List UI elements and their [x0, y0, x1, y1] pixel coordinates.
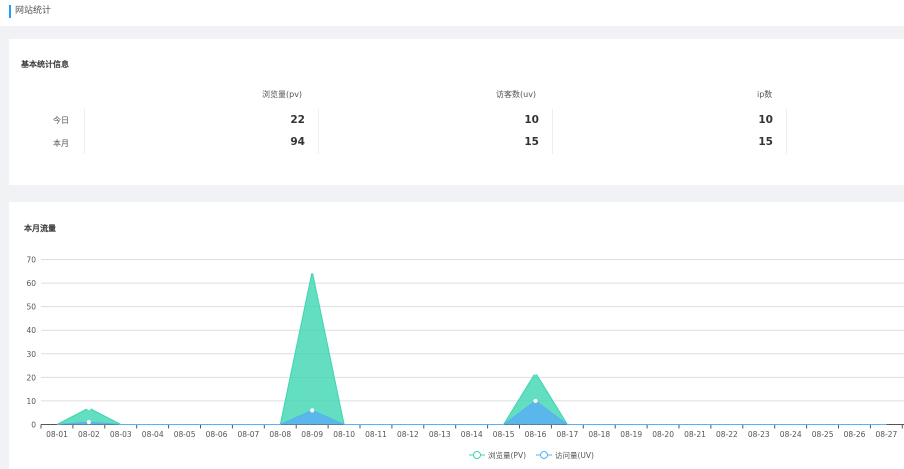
page-title: 网站统计 [15, 6, 52, 16]
y-tick-label: 10 [26, 397, 36, 406]
data-point [310, 408, 315, 413]
y-tick-label: 0 [31, 421, 36, 430]
basic-stats-card: 基本统计信息 浏览量(pv) 访客数(uv) ip数 今日 本月 22 10 1… [9, 39, 904, 185]
y-tick-label: 70 [26, 256, 36, 265]
col-header-ip: ip数 [757, 90, 773, 99]
x-tick-label: 08-13 [429, 430, 451, 439]
x-tick-label: 08-15 [493, 430, 515, 439]
today-uv-value: 10 [524, 114, 539, 126]
legend-marker [540, 451, 548, 459]
data-point [86, 405, 92, 411]
series-line-uv [56, 400, 887, 425]
series-area-pv [57, 271, 887, 425]
month-uv-value: 15 [524, 136, 539, 148]
column-divider [318, 109, 319, 154]
x-tick-label: 08-21 [684, 430, 706, 439]
x-tick-label: 08-06 [206, 430, 228, 439]
x-tick-label: 08-03 [110, 430, 132, 439]
x-tick-label: 08-20 [652, 430, 674, 439]
y-tick-label: 60 [26, 279, 36, 288]
x-tick-label: 08-19 [620, 430, 642, 439]
x-tick-label: 08-25 [812, 430, 834, 439]
today-pv-value: 22 [290, 114, 305, 126]
x-tick-label: 08-26 [844, 430, 866, 439]
series-line-pv [56, 271, 887, 425]
y-tick-label: 20 [26, 373, 36, 382]
x-tick-label: 08-24 [780, 430, 802, 439]
data-point [533, 370, 538, 375]
x-tick-label: 08-05 [174, 430, 196, 439]
x-tick-label: 08-04 [142, 430, 164, 439]
x-tick-label: 08-18 [588, 430, 610, 439]
month-pv-value: 94 [290, 136, 305, 148]
x-tick-label: 08-07 [238, 430, 260, 439]
today-ip-value: 10 [758, 114, 773, 126]
x-tick-label: 08-12 [397, 430, 419, 439]
y-tick-label: 50 [26, 303, 36, 312]
column-divider [84, 109, 85, 154]
x-tick-label: 08-23 [748, 430, 770, 439]
col-header-pv: 浏览量(pv) [262, 90, 303, 99]
x-tick-label: 08-16 [525, 430, 547, 439]
series-area-uv [57, 400, 887, 425]
x-tick-label: 08-11 [365, 430, 387, 439]
y-tick-label: 40 [26, 326, 36, 335]
x-tick-label: 08-17 [557, 430, 579, 439]
data-point [533, 398, 538, 404]
data-point [86, 420, 92, 425]
month-ip-value: 15 [758, 136, 773, 148]
legend-label: 访问量(UV) [555, 450, 594, 460]
legend-marker [473, 451, 481, 459]
basic-stats-title: 基本统计信息 [21, 60, 69, 69]
data-point [310, 269, 315, 274]
row-label-today: 今日 [53, 116, 69, 125]
header-accent-bar [9, 5, 11, 18]
x-tick-label: 08-27 [876, 430, 898, 439]
x-tick-label: 08-08 [269, 430, 291, 439]
x-tick-label: 08-14 [461, 430, 483, 439]
page-header: 网站统计 [0, 0, 904, 26]
x-tick-label: 08-10 [333, 430, 355, 439]
x-tick-label: 08-09 [301, 430, 323, 439]
stats-table: 浏览量(pv) 访客数(uv) ip数 今日 本月 22 10 10 94 15… [9, 39, 904, 185]
col-header-uv: 访客数(uv) [496, 90, 537, 99]
monthly-traffic-title: 本月流量 [24, 224, 56, 233]
y-tick-label: 30 [26, 350, 36, 359]
x-tick-label: 08-02 [78, 430, 100, 439]
x-tick-label: 08-01 [46, 430, 68, 439]
x-tick-label: 08-22 [716, 430, 738, 439]
legend-label: 浏览量(PV) [488, 450, 526, 460]
column-divider [786, 109, 787, 154]
column-divider [552, 109, 553, 154]
row-label-month: 本月 [53, 139, 69, 148]
